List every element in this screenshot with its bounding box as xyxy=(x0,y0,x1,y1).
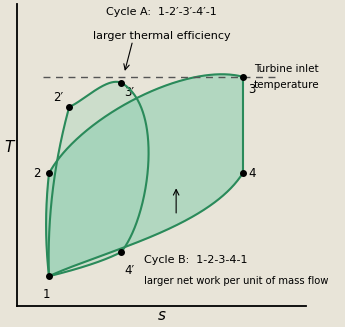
Text: 3′: 3′ xyxy=(124,86,134,99)
Text: 2: 2 xyxy=(33,167,40,180)
Text: Cycle B:  1-2-3-4-1: Cycle B: 1-2-3-4-1 xyxy=(144,255,248,265)
Text: 1: 1 xyxy=(42,288,50,301)
Text: larger net work per unit of mass flow: larger net work per unit of mass flow xyxy=(144,276,329,286)
Text: temperature: temperature xyxy=(254,80,320,90)
Polygon shape xyxy=(49,82,149,276)
Text: Cycle A:  1-2′-3′-4′-1: Cycle A: 1-2′-3′-4′-1 xyxy=(106,7,217,17)
X-axis label: s: s xyxy=(158,308,166,323)
Text: 4′: 4′ xyxy=(124,264,134,277)
Text: 2′: 2′ xyxy=(53,91,63,104)
Text: Turbine inlet: Turbine inlet xyxy=(254,64,319,74)
Text: 4: 4 xyxy=(248,167,256,180)
Y-axis label: T: T xyxy=(4,140,13,155)
Polygon shape xyxy=(46,74,243,276)
Text: 3: 3 xyxy=(248,83,256,96)
Text: larger thermal efficiency: larger thermal efficiency xyxy=(93,31,230,42)
